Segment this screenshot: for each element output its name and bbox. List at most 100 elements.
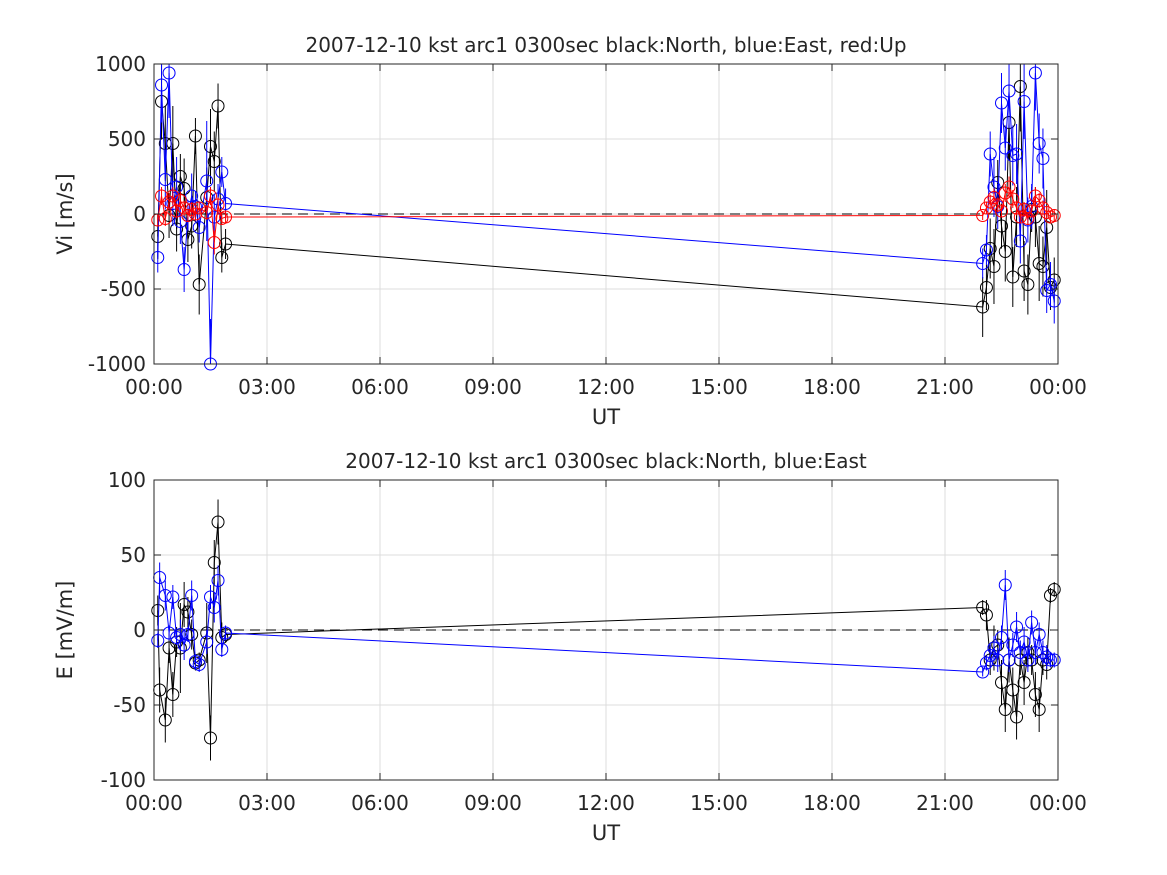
- efield-east-point: [991, 653, 1005, 667]
- efield-north-point: [1028, 688, 1042, 701]
- efield-series-east: [151, 562, 1061, 679]
- velocity-series-up: [151, 176, 1061, 255]
- velocity-x-tick-label: 00:00: [125, 375, 183, 399]
- velocity-up-point: [1006, 192, 1020, 206]
- velocity-east-point: [976, 257, 990, 270]
- velocity-east-point: [1043, 278, 1057, 291]
- velocity-east-point: [983, 147, 997, 161]
- efield-east-point: [1047, 653, 1061, 667]
- velocity-east-point: [995, 96, 1008, 110]
- velocity-east-point: [155, 78, 169, 92]
- velocity-north-point: [211, 99, 225, 113]
- velocity-up-point: [987, 191, 1001, 204]
- efield-north-point: [1047, 583, 1061, 596]
- efield-east-point: [983, 649, 997, 662]
- efield-series-north: [151, 499, 1061, 761]
- velocity-y-tick-labels: -1000 -500 0 500 1000: [88, 52, 146, 376]
- velocity-up-point: [1017, 203, 1031, 216]
- efield-north-point: [976, 601, 990, 614]
- velocity-east-point: [177, 263, 191, 276]
- efield-y-axis-label: E [mV/m]: [53, 581, 77, 680]
- velocity-up-point: [219, 210, 233, 224]
- efield-x-tick-label: 00:00: [125, 791, 183, 815]
- efield-y-tick-labels: -100 -50 0 50 100: [101, 468, 146, 792]
- velocity-east-point: [1010, 147, 1024, 161]
- velocity-north-line: [157, 86, 1055, 308]
- efield-y-tick-label: -100: [101, 768, 146, 792]
- efield-panel: 00:00 03:00 06:00 09:00 12:00 15:00 18:00 21:00…: [53, 449, 1087, 845]
- velocity-up-point: [1047, 209, 1061, 222]
- efield-north-point: [177, 598, 191, 611]
- velocity-x-tick-labels: 00:00 03:00 06:00 09:00 12:00 15:00 18:00 21:00…: [125, 375, 1087, 399]
- efield-x-tick-label: 21:00: [916, 791, 974, 815]
- velocity-up-point: [1040, 206, 1054, 219]
- efield-north-point: [207, 556, 221, 569]
- velocity-north-point: [177, 182, 191, 195]
- velocity-up-line: [157, 185, 1055, 243]
- velocity-east-point: [979, 243, 993, 257]
- efield-east-point: [995, 631, 1008, 644]
- efield-east-point: [1010, 620, 1024, 634]
- velocity-north-point: [1021, 278, 1035, 291]
- velocity-x-tick-label: 12:00: [577, 375, 635, 399]
- efield-north-point: [158, 713, 172, 727]
- efield-east-point: [211, 574, 225, 587]
- velocity-up-point: [158, 212, 172, 225]
- efield-y-tick-label: 0: [133, 618, 146, 642]
- efield-north-point: [185, 628, 199, 641]
- velocity-x-tick-label: 09:00: [464, 375, 522, 399]
- velocity-up-point: [192, 201, 206, 215]
- velocity-east-point: [1032, 137, 1046, 150]
- velocity-north-point: [995, 219, 1008, 233]
- velocity-up-point: [1028, 189, 1042, 203]
- efield-north-point: [995, 676, 1008, 689]
- efield-chart-title: 2007-12-10 kst arc1 0300sec black:North,…: [345, 449, 867, 473]
- efield-east-point: [192, 658, 206, 671]
- velocity-up-point: [1021, 212, 1035, 225]
- velocity-east-point: [1036, 152, 1050, 165]
- efield-east-point: [185, 589, 199, 602]
- velocity-north-point: [1032, 257, 1046, 270]
- efield-x-tick-label: 18:00: [803, 791, 861, 815]
- efield-north-point: [1032, 703, 1046, 716]
- efield-y-tick-label: 50: [121, 543, 146, 567]
- efield-north-point: [204, 731, 217, 745]
- velocity-east-point: [200, 174, 214, 188]
- velocity-series: [151, 64, 1061, 371]
- efield-east-point: [215, 643, 229, 656]
- efield-east-point: [151, 634, 165, 647]
- velocity-up-point: [200, 206, 214, 219]
- velocity-north-point: [219, 237, 233, 251]
- velocity-up-point: [207, 236, 221, 249]
- efield-east-point: [1043, 653, 1057, 667]
- velocity-up-point: [166, 189, 180, 203]
- efield-x-tick-label: 12:00: [577, 791, 635, 815]
- velocity-x-tick-label: 00:00: [1029, 375, 1087, 399]
- efield-north-point: [181, 605, 195, 619]
- efield-east-point: [976, 665, 990, 679]
- efield-east-point: [1032, 628, 1046, 641]
- velocity-chart-title: 2007-12-10 kst arc1 0300sec black:North,…: [305, 33, 906, 57]
- velocity-y-tick-label: 1000: [95, 52, 146, 76]
- velocity-north-point: [215, 251, 229, 264]
- efield-x-tick-label: 06:00: [351, 791, 409, 815]
- velocity-north-point: [207, 155, 221, 168]
- velocity-east-point: [162, 66, 176, 80]
- efield-east-point: [1021, 653, 1035, 667]
- velocity-east-point: [219, 197, 233, 210]
- velocity-up-point: [995, 204, 1008, 218]
- efield-east-point: [1036, 646, 1050, 659]
- efield-east-point: [166, 590, 180, 604]
- velocity-up-point: [173, 194, 187, 207]
- efield-east-point: [1028, 646, 1042, 659]
- efield-x-tick-label: 03:00: [238, 791, 296, 815]
- velocity-east-point: [192, 221, 206, 234]
- efield-east-point: [219, 626, 233, 640]
- velocity-east-point: [1017, 95, 1031, 108]
- velocity-up-point: [983, 195, 997, 209]
- efield-axes-frame: [153, 479, 1059, 781]
- efield-east-point: [188, 655, 202, 668]
- velocity-up-point: [1036, 201, 1050, 215]
- efield-east-point: [200, 635, 214, 649]
